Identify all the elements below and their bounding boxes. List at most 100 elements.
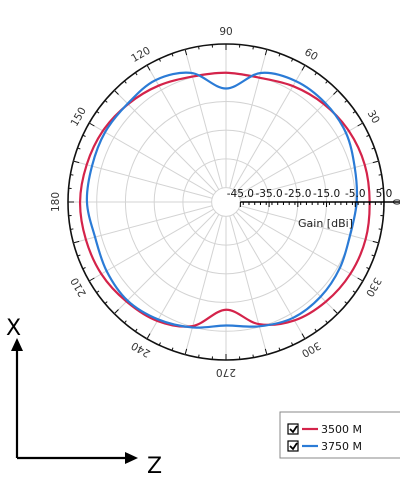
boundary-tick — [301, 64, 306, 71]
boundary-tick — [291, 58, 294, 62]
boundary-tick — [371, 254, 375, 257]
boundary-tick — [158, 58, 161, 62]
boundary-tick — [171, 347, 174, 351]
boundary-tick — [96, 290, 100, 294]
legend-label-3500: 3500 M — [321, 423, 362, 436]
boundary-tick — [96, 110, 100, 114]
boundary-tick — [357, 277, 364, 282]
angle-tick-label: 120 — [129, 45, 152, 65]
boundary-tick — [73, 160, 80, 164]
series-line-3500-mhz — [78, 71, 371, 328]
boundary-tick — [124, 320, 127, 324]
boundary-tick — [73, 240, 80, 244]
boundary-tick — [278, 53, 281, 57]
orientation-axes: X Z — [6, 316, 162, 479]
grid-spoke — [88, 208, 214, 282]
boundary-tick — [70, 174, 74, 176]
orientation-x-label: X — [6, 316, 21, 341]
grid-spoke — [184, 215, 223, 355]
series-lines — [78, 71, 371, 329]
angle-tick-label: 60 — [302, 46, 320, 63]
grid-spoke — [88, 122, 214, 196]
boundary-tick — [134, 328, 138, 332]
legend-item-3750[interactable]: 3750 M — [287, 440, 362, 453]
boundary-tick — [366, 267, 370, 270]
boundary-tick — [198, 46, 200, 50]
angle-tick-label: 30 — [365, 108, 382, 126]
radial-tick-label: -25.0 — [284, 188, 311, 200]
angle-tick-label: 210 — [69, 275, 89, 298]
boundary-tick — [88, 122, 95, 127]
orientation-z-label: Z — [147, 454, 162, 479]
arrow-up-icon — [11, 338, 23, 351]
boundary-tick — [333, 309, 339, 315]
boundary-tick — [104, 301, 108, 304]
boundary-tick — [88, 277, 95, 282]
angle-tick-label: 150 — [69, 105, 89, 128]
boundary-tick — [82, 267, 86, 270]
grid-spoke — [146, 64, 220, 190]
boundary-tick — [314, 328, 318, 332]
boundary-tick — [344, 301, 348, 304]
boundary-tick — [264, 348, 268, 355]
radial-tick-label: -15.0 — [313, 188, 340, 200]
angle-tick-label: 90 — [219, 26, 232, 38]
boundary-tick — [366, 134, 370, 137]
boundary-tick — [184, 348, 188, 355]
arrow-right-icon — [125, 452, 138, 464]
grid-spoke — [73, 205, 213, 244]
boundary-tick — [378, 228, 382, 230]
boundary-tick — [77, 147, 81, 150]
legend-checkbox-3500[interactable] — [287, 423, 299, 435]
radial-axis-title: Gain [dBi] — [298, 217, 353, 230]
legend-item-3500[interactable]: 3500 M — [287, 423, 362, 436]
boundary-tick — [198, 354, 200, 358]
boundary-tick — [378, 174, 382, 176]
grid-spoke — [113, 211, 217, 315]
radial-tick-label: -5.0 — [345, 188, 366, 200]
boundary-tick — [184, 49, 188, 56]
boundary-tick — [325, 320, 328, 324]
boundary-tick — [134, 72, 138, 76]
boundary-tick — [77, 254, 81, 257]
boundary-tick — [171, 53, 174, 57]
boundary-tick — [314, 72, 318, 76]
legend-checkbox-3750[interactable] — [287, 440, 299, 452]
boundary-tick — [252, 46, 254, 50]
grid-spoke — [238, 122, 364, 196]
boundary-tick — [352, 110, 356, 114]
boundary-tick — [158, 342, 161, 346]
boundary-tick — [252, 354, 254, 358]
boundary-tick — [146, 333, 151, 340]
checkmark-icon — [289, 442, 298, 451]
legend-label-3750: 3750 M — [321, 440, 362, 453]
radial-axis: -45.0 -35.0 -25.0 -15.0 -5.0 5.0 — [227, 188, 400, 207]
boundary-tick — [352, 290, 356, 294]
grid-spoke — [235, 89, 339, 193]
boundary-tick — [113, 309, 119, 315]
radial-tick-label: -45.0 — [227, 188, 254, 200]
boundary-tick — [124, 80, 127, 84]
grid-spoke — [232, 64, 306, 190]
grid-spoke — [229, 215, 268, 355]
angle-tick-label: 300 — [299, 339, 322, 359]
boundary-tick — [372, 160, 379, 164]
legend: 3500 M 3750 M — [279, 411, 400, 459]
boundary-tick — [113, 89, 119, 95]
boundary-tick — [146, 64, 151, 71]
grid-spoke — [238, 208, 364, 282]
angle-tick-label: 270 — [216, 366, 236, 378]
grid-spoke — [113, 89, 217, 193]
boundary-tick — [291, 342, 294, 346]
angle-tick-label: 180 — [50, 192, 62, 212]
legend-box — [279, 411, 400, 459]
grid-spoke — [73, 160, 213, 199]
angle-tick-label: 330 — [363, 275, 383, 298]
boundary-tick — [70, 228, 74, 230]
boundary-tick — [357, 122, 364, 127]
series-line-3750-mhz — [85, 71, 359, 329]
boundary-tick — [372, 240, 379, 244]
radial-tick-label: -35.0 — [256, 188, 283, 200]
grid-spoke — [146, 214, 220, 340]
